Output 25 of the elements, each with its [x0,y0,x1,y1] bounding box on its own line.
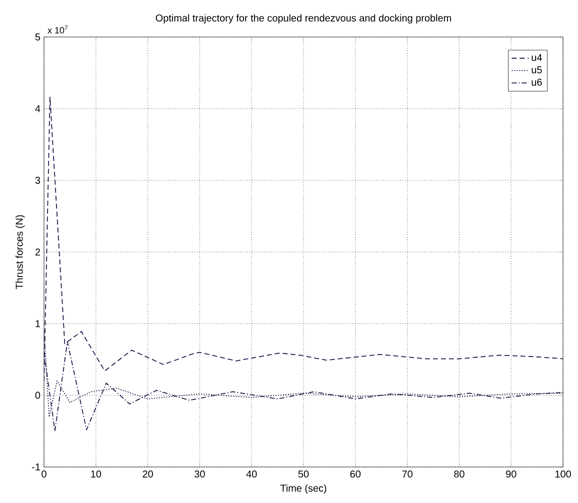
x-tick-label: 40 [246,470,257,478]
y-tick-label: 4 [35,105,40,112]
y-tick-label: 1 [36,320,40,328]
legend-label: u6 [532,78,542,86]
y-tick-label: -1 [32,464,40,470]
x-tick-label: 90 [506,470,516,478]
x-axis-title: Time (sec) [280,484,326,494]
y-axis-title: Thrust forces (N) [16,215,25,290]
x-tick-label: 50 [298,470,309,478]
x-tick-label: 100 [555,470,571,478]
x-tick-label: 0 [42,470,46,478]
x-tick-label: 70 [402,470,412,478]
x-tick-label: 30 [194,470,205,478]
x-tick-label: 20 [142,470,153,478]
legend-label: u4 [532,54,542,62]
y-tick-label: 3 [35,176,40,184]
legend-label: u5 [532,66,542,74]
text: x 10$^{7}$ [48,25,68,34]
x-tick-label: 60 [350,470,361,478]
x-tick-label: 10 [91,470,102,478]
y-tick-label: 5 [35,34,40,40]
y-tick-label: 2 [35,248,40,256]
y-tick-label: 0 [35,392,40,399]
x-tick-label: 80 [454,470,464,478]
chart-title: Optimal trajectory for the copuled rendezvous and docking problem [156,14,451,24]
